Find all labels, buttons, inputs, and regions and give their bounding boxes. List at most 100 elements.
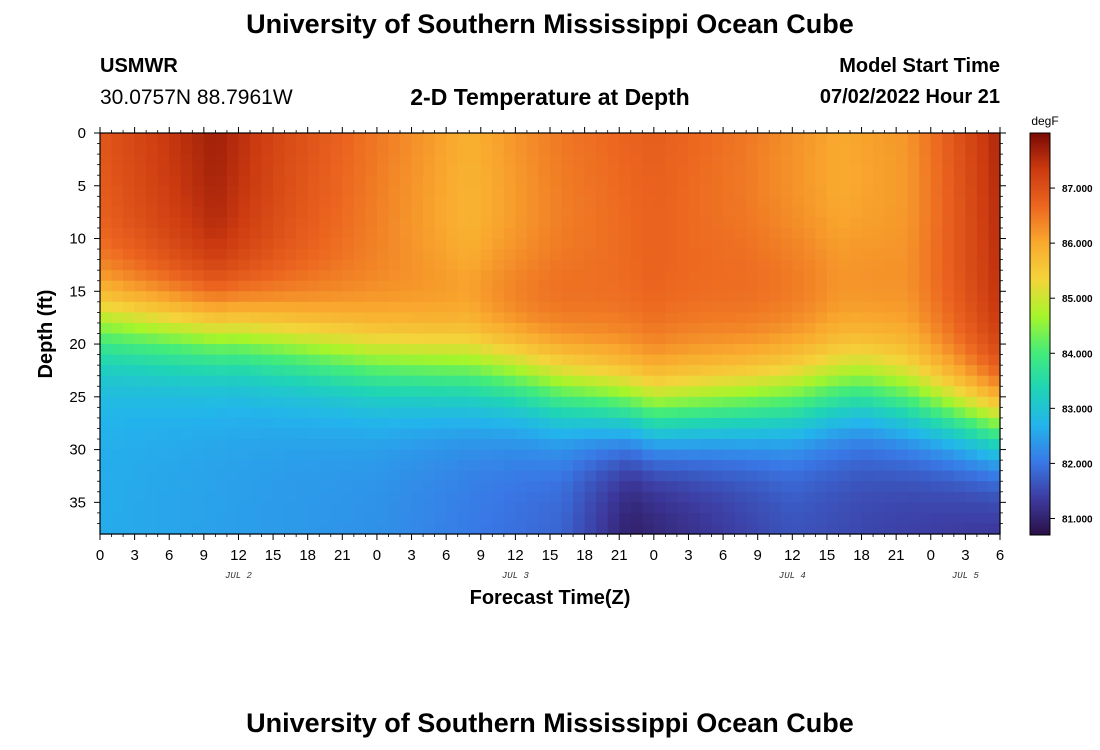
heatmap-cell — [307, 386, 320, 398]
heatmap-cell — [330, 175, 343, 187]
heatmap-cell — [469, 460, 482, 472]
heatmap-cell — [180, 227, 193, 240]
heatmap-cell — [330, 407, 343, 419]
heatmap-cell — [619, 322, 632, 335]
heatmap-cell — [607, 344, 620, 356]
heatmap-cell — [873, 439, 886, 451]
heatmap-cell — [550, 301, 563, 313]
heatmap-cell — [953, 417, 966, 430]
heatmap-cell — [619, 333, 632, 345]
heatmap-cell — [688, 133, 701, 145]
heatmap-cell — [550, 206, 563, 219]
heatmap-cell — [884, 280, 897, 292]
heatmap-cell — [203, 333, 216, 345]
heatmap-cell — [676, 206, 690, 219]
heatmap-cell — [642, 270, 655, 282]
heatmap-cell — [573, 164, 586, 176]
heatmap-cell — [896, 354, 909, 366]
heatmap-cell — [365, 375, 378, 387]
heatmap-cell — [873, 227, 886, 240]
heatmap-cell — [746, 164, 759, 176]
heatmap-cell — [826, 133, 840, 145]
heatmap-cell — [700, 164, 713, 176]
heatmap-cell — [515, 396, 528, 408]
heatmap-cell — [757, 523, 770, 535]
heatmap-cell — [711, 133, 724, 145]
heatmap-cell — [411, 502, 424, 514]
heatmap-cell — [584, 407, 597, 419]
heatmap-cell — [988, 249, 1001, 261]
heatmap-cell — [307, 270, 320, 282]
heatmap-cell — [850, 312, 863, 324]
heatmap-cell — [976, 227, 990, 240]
heatmap-cell — [596, 491, 609, 503]
heatmap-cell — [538, 259, 551, 271]
heatmap-cell — [769, 175, 782, 187]
heatmap-cell — [273, 417, 286, 430]
heatmap-cell — [353, 206, 366, 219]
heatmap-cell — [123, 407, 136, 419]
heatmap-cell — [919, 270, 932, 282]
heatmap-cell — [330, 396, 343, 408]
heatmap-cell — [319, 154, 332, 166]
heatmap-cell — [803, 154, 816, 166]
heatmap-cell — [215, 154, 228, 166]
heatmap-cell — [157, 491, 170, 503]
heatmap-cell — [434, 407, 447, 419]
heatmap-cell — [111, 301, 124, 313]
heatmap-cell — [896, 481, 909, 493]
heatmap-cell — [261, 196, 274, 208]
heatmap-cell — [607, 502, 620, 514]
heatmap-cell — [134, 460, 147, 472]
heatmap-cell — [388, 333, 401, 345]
heatmap-cell — [930, 449, 943, 461]
heatmap-cell — [780, 460, 793, 472]
heatmap-cell — [365, 502, 378, 514]
heatmap-cell — [353, 164, 366, 176]
heatmap-cell — [838, 133, 851, 145]
heatmap-cell — [446, 249, 459, 261]
heatmap-cell — [584, 196, 597, 208]
heatmap-cell — [734, 502, 747, 514]
heatmap-cell — [665, 227, 678, 240]
heatmap-cell — [296, 375, 309, 387]
heatmap-cell — [526, 333, 540, 345]
heatmap-cell — [423, 375, 436, 387]
heatmap-cell — [238, 164, 251, 176]
heatmap-cell — [261, 259, 274, 271]
heatmap-cell — [515, 491, 528, 503]
y-tick-label: 0 — [78, 125, 86, 142]
heatmap-cell — [157, 259, 170, 271]
heatmap-cell — [296, 217, 309, 229]
heatmap-cell — [757, 354, 770, 366]
heatmap-cell — [238, 523, 251, 535]
heatmap-cell — [226, 439, 240, 451]
heatmap-cell — [226, 249, 240, 261]
heatmap-cell — [700, 481, 713, 493]
heatmap-cell — [365, 133, 378, 145]
heatmap-cell — [757, 175, 770, 187]
heatmap-cell — [538, 428, 551, 440]
heatmap-cell — [319, 312, 332, 324]
heatmap-cell — [526, 259, 540, 271]
heatmap-cell — [261, 249, 274, 261]
heatmap-cell — [469, 227, 482, 240]
heatmap-cell — [919, 491, 932, 503]
heatmap-cell — [803, 196, 816, 208]
heatmap-cell — [803, 512, 816, 525]
heatmap-cell — [642, 196, 655, 208]
heatmap-cell — [307, 333, 320, 345]
heatmap-cell — [169, 344, 182, 356]
heatmap-cell — [146, 312, 159, 324]
heatmap-cell — [134, 396, 147, 408]
heatmap-cell — [653, 301, 666, 313]
heatmap-cell — [838, 312, 851, 324]
heatmap-cell — [815, 206, 828, 219]
heatmap-cell — [861, 217, 874, 229]
heatmap-cell — [100, 196, 113, 208]
heatmap-cell — [688, 407, 701, 419]
heatmap-cell — [746, 196, 759, 208]
heatmap-cell — [515, 270, 528, 282]
heatmap-cell — [630, 407, 643, 419]
heatmap-cell — [953, 249, 966, 261]
